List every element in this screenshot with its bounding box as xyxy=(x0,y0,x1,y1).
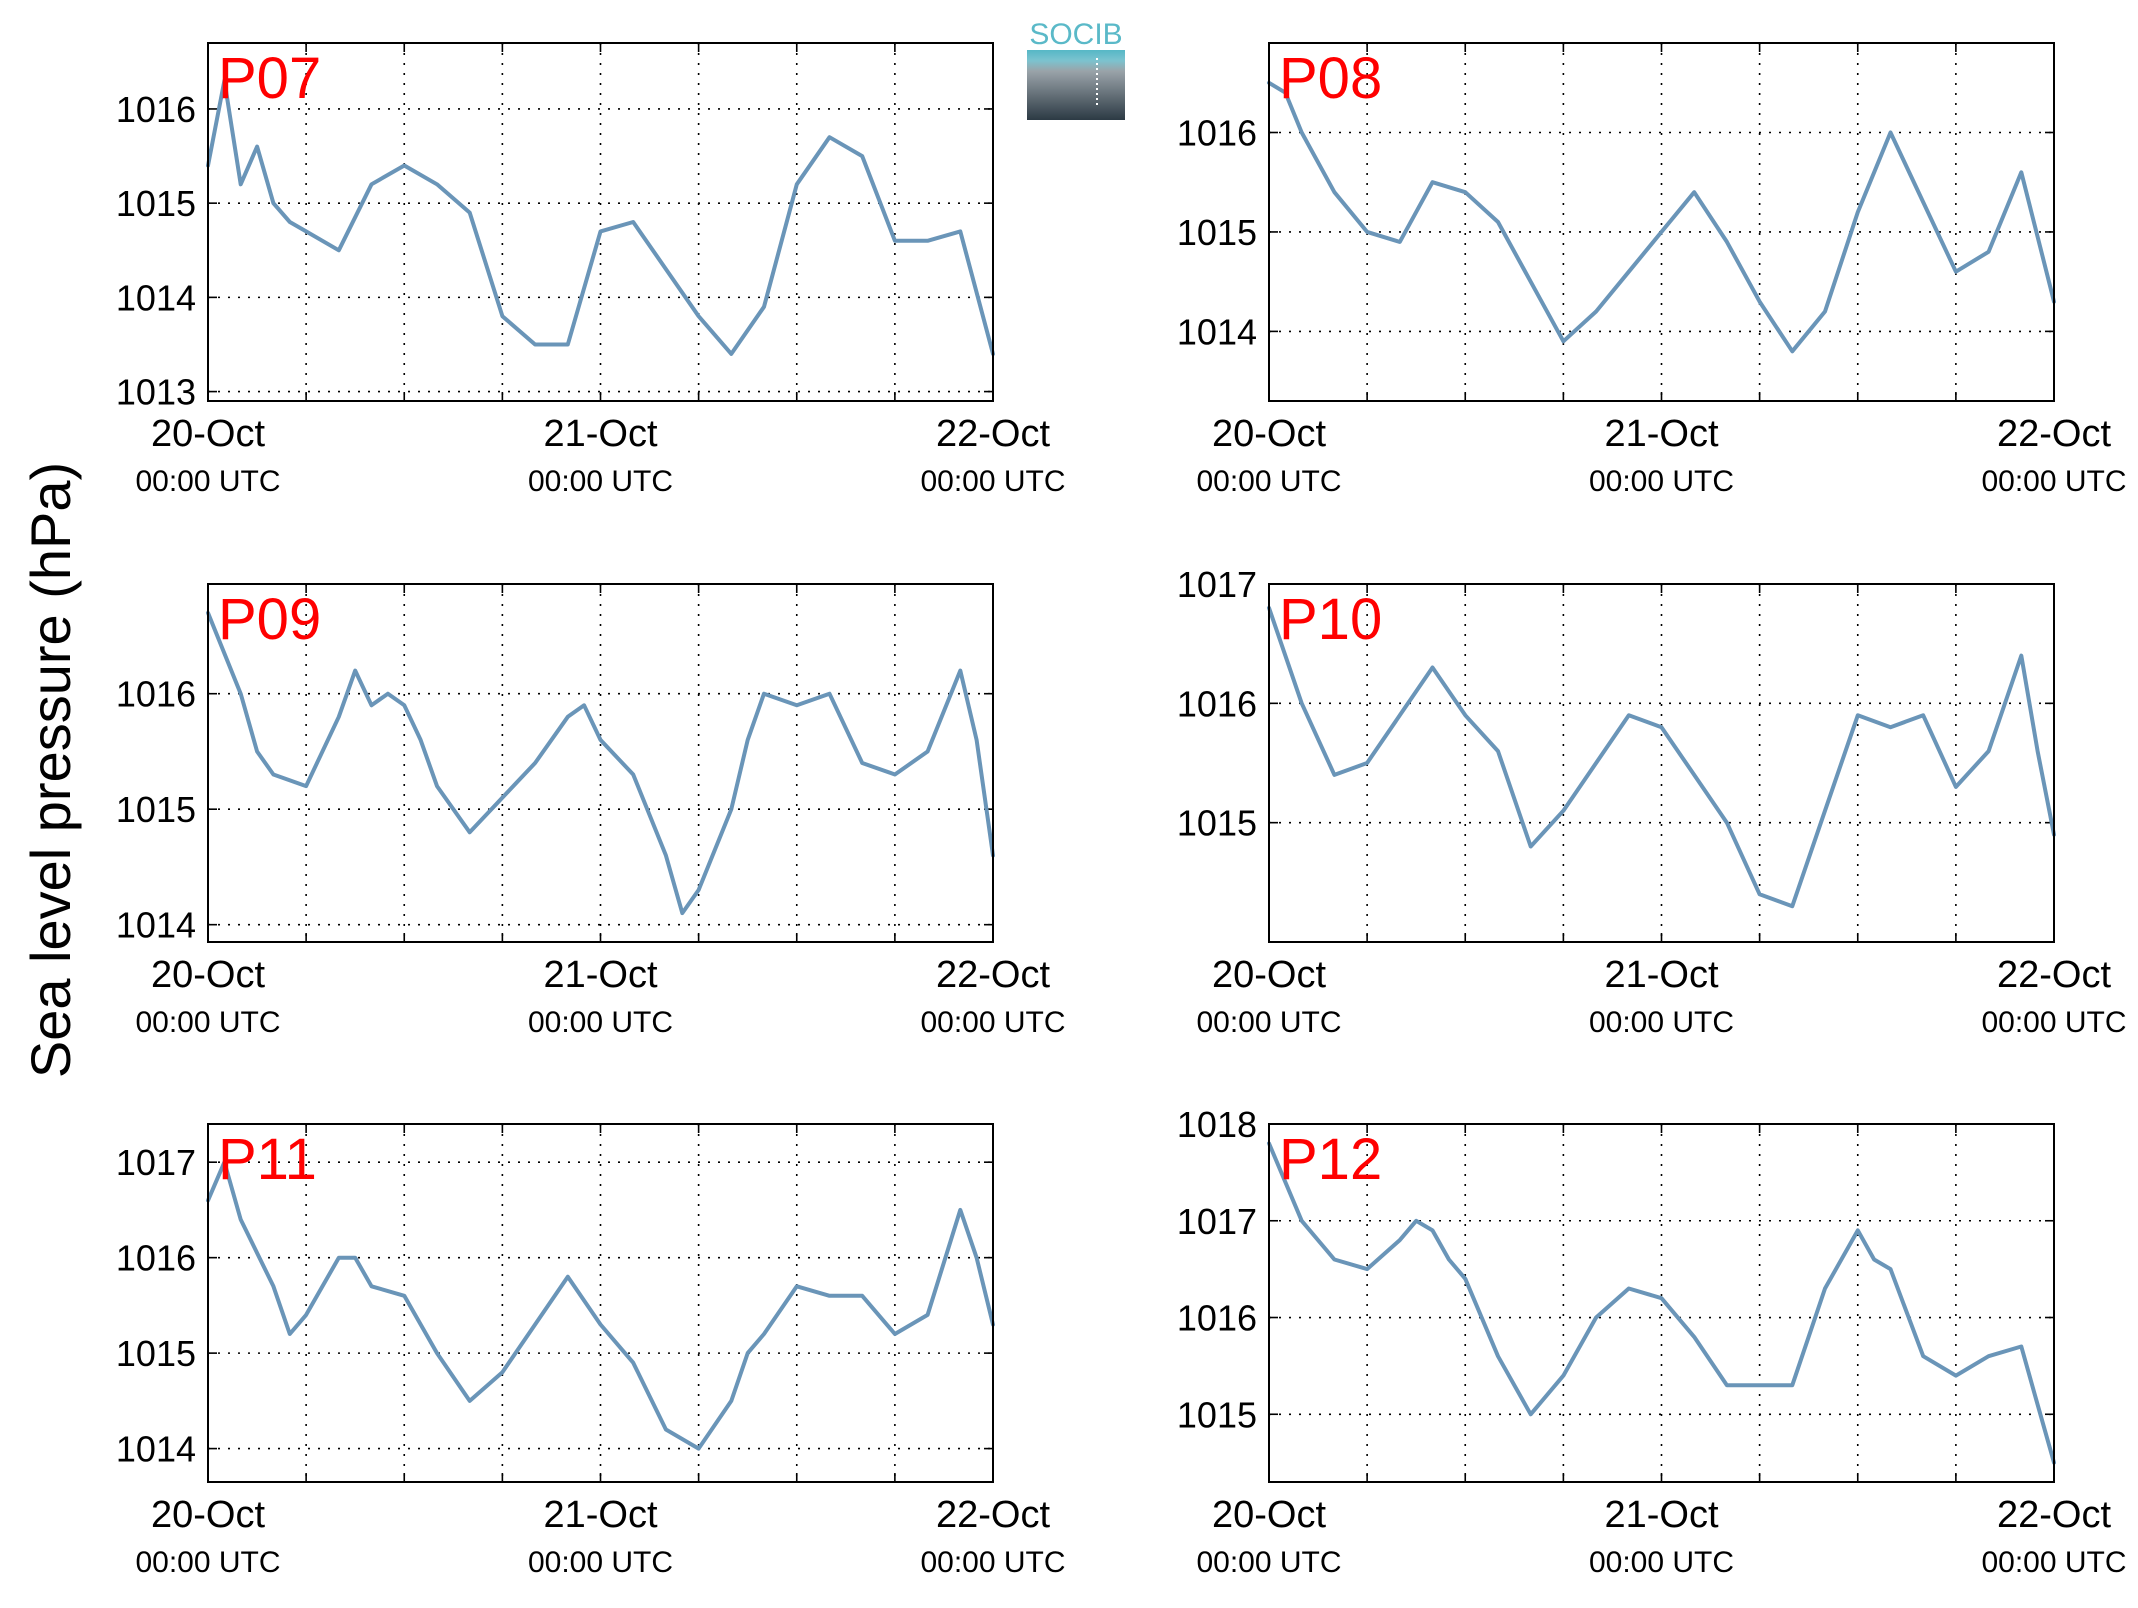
x-tick-label-time: 00:00 UTC xyxy=(1196,465,1341,498)
y-tick-label: 1015 xyxy=(116,183,196,224)
y-tick-label: 1016 xyxy=(1177,683,1257,724)
y-tick-label: 1014 xyxy=(116,1429,196,1470)
panel-p11: 1014 1015 1016 1017 P11 20-Oct 00:00 UTC 21-Oct… xyxy=(116,1123,1066,1579)
x-tick-label-time: 00:00 UTC xyxy=(1196,1006,1341,1039)
y-tick-label: 1017 xyxy=(1177,1201,1257,1242)
x-tick-label-date: 21-Oct xyxy=(543,954,657,996)
x-tick-label-date: 22-Oct xyxy=(1997,954,2111,996)
x-tick-label-time: 00:00 UTC xyxy=(528,1006,673,1039)
x-tick-label-date: 22-Oct xyxy=(1997,1494,2111,1536)
x-tick-label-date: 20-Oct xyxy=(1212,954,1326,996)
y-tick-label: 1017 xyxy=(116,1142,196,1183)
y-tick-label: 1017 xyxy=(1177,564,1257,605)
x-tick-label-date: 20-Oct xyxy=(151,1494,265,1536)
y-tick-label: 1015 xyxy=(116,789,196,830)
y-tick-label: 1013 xyxy=(116,372,196,413)
x-tick-label-date: 20-Oct xyxy=(151,954,265,996)
x-tick-label-date: 22-Oct xyxy=(936,1494,1050,1536)
plot-frame xyxy=(207,583,994,943)
x-tick-label-time: 00:00 UTC xyxy=(920,1546,1065,1579)
x-tick-label-date: 20-Oct xyxy=(1212,1494,1326,1536)
x-tick-label-time: 00:00 UTC xyxy=(1981,1006,2126,1039)
y-tick-label: 1015 xyxy=(116,1333,196,1374)
plot-frame xyxy=(207,42,994,402)
plot-area xyxy=(1269,584,2054,942)
panel-p12: 1015 1016 1017 1018 P12 20-Oct 00:00 UTC 21-Oct… xyxy=(1177,1104,2127,1579)
plot-frame xyxy=(1268,1123,2055,1483)
plot-area xyxy=(1269,43,2054,401)
panel-title: P10 xyxy=(1279,587,1382,652)
x-tick-label-time: 00:00 UTC xyxy=(1981,465,2126,498)
logo-box xyxy=(1027,50,1125,120)
x-tick-label-time: 00:00 UTC xyxy=(920,465,1065,498)
panels: 1013 1014 1015 1016 P07 20-Oct 00:00 UTC 21-Oct… xyxy=(116,42,2127,1579)
y-tick-label: 1016 xyxy=(116,1238,196,1279)
panel-title: P11 xyxy=(218,1127,317,1192)
x-tick-label-time: 00:00 UTC xyxy=(528,465,673,498)
x-tick-label-date: 20-Oct xyxy=(151,413,265,455)
y-tick-label: 1015 xyxy=(1177,803,1257,844)
plot-area xyxy=(208,584,993,942)
y-axis-label: Sea level pressure (hPa) xyxy=(19,462,82,1078)
x-tick-label-time: 00:00 UTC xyxy=(135,1546,280,1579)
pressure-series-line xyxy=(1267,1141,2056,1465)
socib-logo: SOCIB xyxy=(1027,18,1125,120)
pressure-series-line xyxy=(206,1160,995,1451)
y-tick-label: 1014 xyxy=(116,277,196,318)
x-tick-label-date: 21-Oct xyxy=(1604,1494,1718,1536)
panel-p07: 1013 1014 1015 1016 P07 20-Oct 00:00 UTC 21-Oct… xyxy=(116,42,1066,498)
y-tick-label: 1016 xyxy=(116,674,196,715)
y-tick-label: 1016 xyxy=(116,89,196,130)
y-tick-label: 1016 xyxy=(1177,113,1257,154)
x-tick-label-time: 00:00 UTC xyxy=(920,1006,1065,1039)
x-tick-label-date: 22-Oct xyxy=(936,413,1050,455)
plot-frame xyxy=(1268,583,2055,943)
x-tick-label-date: 21-Oct xyxy=(543,413,657,455)
x-tick-label-time: 00:00 UTC xyxy=(135,465,280,498)
x-tick-label-date: 21-Oct xyxy=(1604,954,1718,996)
plot-area xyxy=(208,1124,993,1482)
x-tick-label-time: 00:00 UTC xyxy=(1981,1546,2126,1579)
y-tick-label: 1018 xyxy=(1177,1104,1257,1145)
plot-area xyxy=(1269,1124,2054,1482)
pressure-series-line xyxy=(206,610,995,916)
y-tick-label: 1015 xyxy=(1177,1394,1257,1435)
x-tick-label-date: 22-Oct xyxy=(936,954,1050,996)
x-tick-label-date: 22-Oct xyxy=(1997,413,2111,455)
x-tick-label-date: 21-Oct xyxy=(1604,413,1718,455)
logo-text: SOCIB xyxy=(1029,18,1122,51)
y-tick-label: 1014 xyxy=(1177,311,1257,352)
panel-p10: 1015 1016 1017 P10 20-Oct 00:00 UTC 21-Oct 00:0… xyxy=(1177,564,2127,1039)
panel-title: P12 xyxy=(1279,1127,1382,1192)
y-tick-label: 1014 xyxy=(116,905,196,946)
x-tick-label-time: 00:00 UTC xyxy=(1589,1006,1734,1039)
x-tick-label-date: 20-Oct xyxy=(1212,413,1326,455)
x-tick-label-time: 00:00 UTC xyxy=(1589,465,1734,498)
pressure-series-line xyxy=(1267,80,2056,354)
panel-p08: 1014 1015 1016 P08 20-Oct 00:00 UTC 21-Oct 00:0… xyxy=(1177,42,2127,498)
panel-p09: 1014 1015 1016 P09 20-Oct 00:00 UTC 21-Oct 00:0… xyxy=(116,583,1066,1039)
panel-title: P09 xyxy=(218,587,321,652)
y-tick-label: 1015 xyxy=(1177,212,1257,253)
pressure-series-line xyxy=(206,78,995,356)
x-tick-label-time: 00:00 UTC xyxy=(1196,1546,1341,1579)
x-tick-label-date: 21-Oct xyxy=(543,1494,657,1536)
panel-title: P07 xyxy=(218,46,321,111)
x-tick-label-time: 00:00 UTC xyxy=(528,1546,673,1579)
panel-title: P08 xyxy=(1279,46,1382,111)
y-tick-label: 1016 xyxy=(1177,1298,1257,1339)
plot-frame xyxy=(207,1123,994,1483)
x-tick-label-time: 00:00 UTC xyxy=(135,1006,280,1039)
pressure-series-line xyxy=(1267,605,2056,909)
plot-area xyxy=(208,43,993,401)
plot-frame xyxy=(1268,42,2055,402)
x-tick-label-time: 00:00 UTC xyxy=(1589,1546,1734,1579)
